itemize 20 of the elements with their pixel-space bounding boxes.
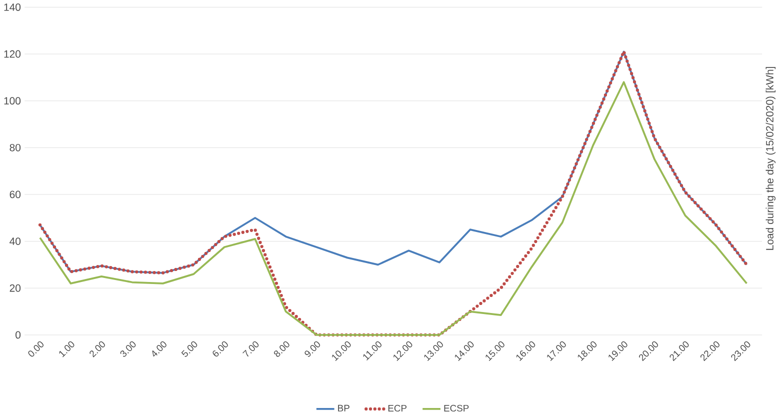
legend-label: ECSP [444, 404, 469, 412]
y-tick-label: 140 [4, 3, 21, 11]
x-tick-label: 5.00 [181, 341, 198, 357]
y-tick-label: 20 [10, 284, 21, 292]
y-tick-label: 0 [16, 331, 21, 339]
x-tick-label: 6.00 [212, 341, 228, 356]
legend-label: ECP [388, 404, 407, 412]
x-tick-label: 9.00 [304, 341, 320, 357]
x-tick-label: 3.00 [120, 341, 136, 357]
y-tick-label: 100 [4, 97, 21, 104]
y-tick-label: 80 [10, 144, 21, 152]
y-tick-label: 40 [10, 237, 21, 245]
y-axis-title: Load during the day (15/02/2020) [kWh] [766, 66, 776, 250]
legend-label: BP [338, 404, 350, 412]
x-tick-label: 8.00 [274, 341, 290, 357]
y-tick-label: 60 [10, 190, 21, 198]
x-tick-label: 4.00 [152, 341, 166, 356]
x-tick-label: 7.00 [242, 341, 259, 356]
x-tick-label: 0.00 [28, 341, 44, 357]
y-tick-label: 120 [4, 50, 21, 58]
